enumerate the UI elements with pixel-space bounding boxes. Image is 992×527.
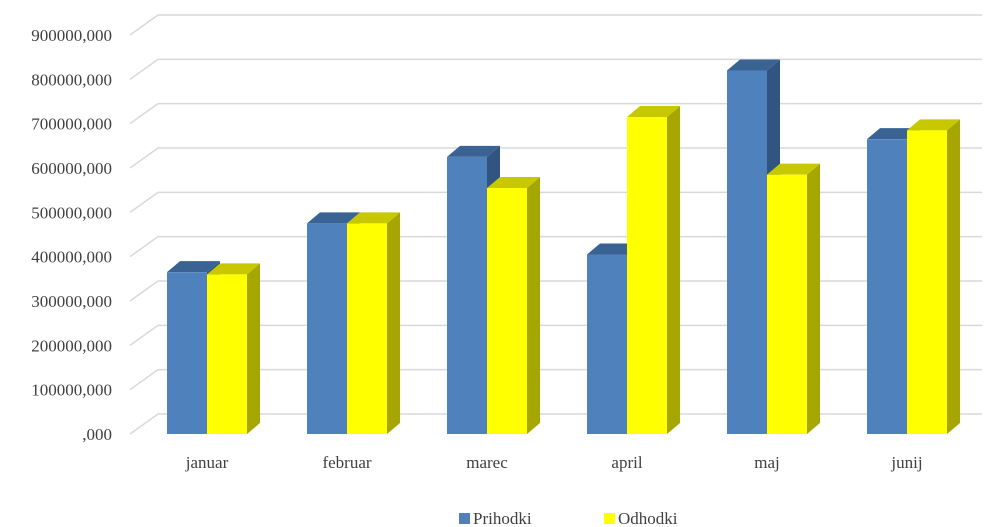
bar-top xyxy=(207,263,260,275)
x-tick-label: januar xyxy=(185,453,229,472)
y-tick-label: 700000,000 xyxy=(31,115,112,134)
legend-swatch xyxy=(459,513,470,524)
bar xyxy=(167,272,207,434)
gridline xyxy=(129,147,982,169)
bar-side xyxy=(527,176,540,434)
y-tick-label: 300000,000 xyxy=(31,292,112,311)
bar xyxy=(627,117,667,435)
bars xyxy=(167,59,960,435)
gridline xyxy=(129,413,982,435)
bar-top xyxy=(487,176,540,188)
y-tick-label: 100000,000 xyxy=(31,381,112,400)
bar xyxy=(727,70,767,434)
bar-top xyxy=(167,261,220,273)
x-tick-label: junij xyxy=(890,453,922,472)
bar-top xyxy=(907,119,960,131)
bar xyxy=(587,254,627,434)
gridlines xyxy=(129,14,982,435)
gridline xyxy=(129,324,982,346)
y-tick-label: ,000 xyxy=(82,425,112,444)
bar-top xyxy=(587,243,640,255)
y-tick-label: 900000,000 xyxy=(31,26,112,45)
gridline xyxy=(129,191,982,213)
bar-side xyxy=(667,106,680,435)
gridline xyxy=(129,280,982,302)
bar-top xyxy=(767,163,820,175)
bar xyxy=(207,274,247,434)
legend-label: Prihodki xyxy=(473,509,532,527)
gridline xyxy=(129,368,982,391)
bar xyxy=(307,223,347,434)
bar-top xyxy=(727,59,780,71)
y-axis-tick-labels: ,000 100000,000 200000,000 300000,000 400000… xyxy=(31,26,112,444)
x-tick-label: maj xyxy=(754,453,780,472)
legend-label: Odhodki xyxy=(618,509,678,527)
bar xyxy=(487,187,527,434)
y-tick-label: 800000,000 xyxy=(31,70,112,89)
bar-side xyxy=(387,212,400,434)
bar-top xyxy=(347,212,400,224)
x-tick-label: februar xyxy=(322,453,371,472)
bar-side xyxy=(247,263,260,434)
y-tick-label: 200000,000 xyxy=(31,336,112,355)
bar-top xyxy=(867,128,920,140)
bar-side xyxy=(807,163,820,434)
y-tick-label: 600000,000 xyxy=(31,159,112,178)
y-tick-label: 500000,000 xyxy=(31,203,112,222)
bar-top xyxy=(307,212,360,224)
bar xyxy=(907,130,947,435)
bar xyxy=(867,139,907,434)
gridline xyxy=(129,14,982,36)
bar xyxy=(347,223,387,434)
bar-top xyxy=(447,145,500,157)
y-tick-label: 400000,000 xyxy=(31,248,112,267)
x-tick-label: marec xyxy=(466,453,508,472)
bar xyxy=(767,174,807,434)
gridline xyxy=(129,58,982,80)
legend: Prihodki Odhodki xyxy=(459,509,678,527)
bar-top xyxy=(627,106,680,118)
x-tick-label: april xyxy=(611,453,642,472)
gridline xyxy=(129,102,982,125)
legend-swatch xyxy=(604,513,615,524)
bar-side xyxy=(947,119,960,435)
bar xyxy=(447,156,487,434)
gridline xyxy=(129,235,982,258)
x-axis-category-labels: januar februar marec april maj junij xyxy=(185,453,923,472)
